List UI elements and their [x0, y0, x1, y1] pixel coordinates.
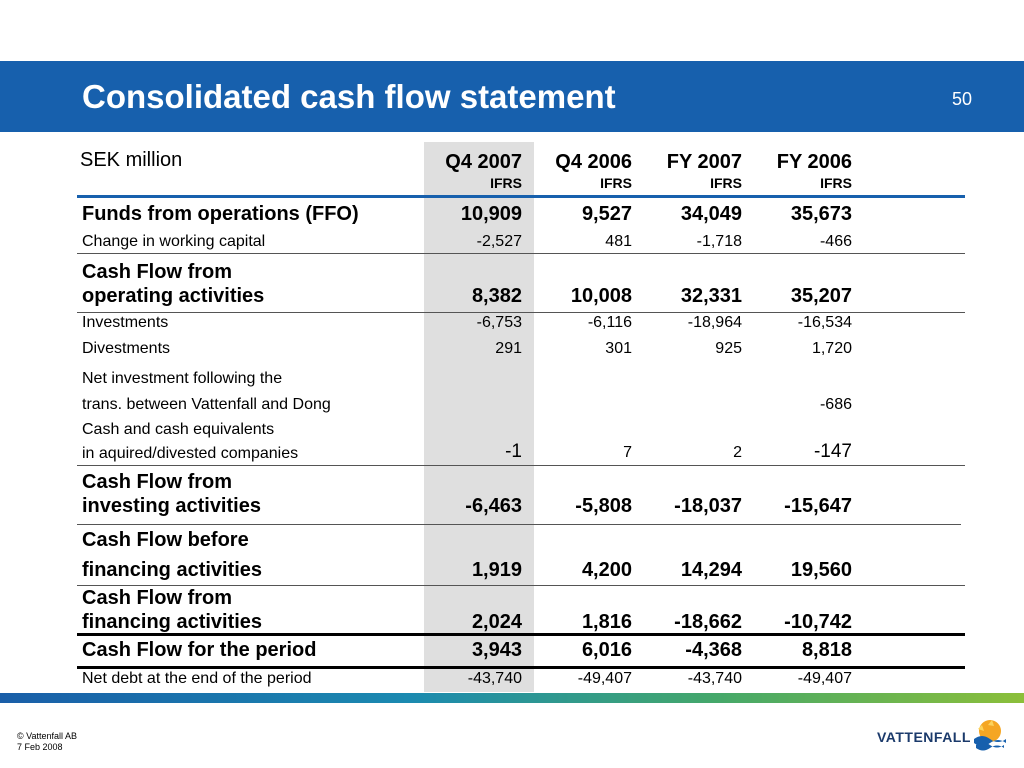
cell-value: 35,673 — [790, 203, 852, 225]
cell-value: 6,016 — [581, 639, 632, 661]
cell-value: 14,294 — [680, 559, 742, 581]
cell-value: -686 — [819, 396, 852, 413]
vattenfall-sun-wave-icon — [974, 720, 1006, 751]
row-divider — [77, 312, 965, 313]
cell-value: -18,662 — [674, 611, 742, 633]
cell-value: -18,964 — [687, 314, 742, 331]
cell-value: -43,740 — [467, 670, 522, 687]
cell-value: 1,720 — [811, 340, 852, 357]
cell-value: -6,463 — [465, 495, 522, 517]
cell-value: 34,049 — [680, 203, 742, 225]
total-rule-top — [77, 633, 965, 636]
cell-value: 1,919 — [471, 559, 522, 581]
cell-value: -15,647 — [784, 495, 852, 517]
cell-value: 10,008 — [570, 285, 632, 307]
cell-value: 2,024 — [471, 611, 522, 633]
row-label: Cash Flow before financing activities — [82, 529, 263, 581]
column-header-fy-2007: FY 2007 IFRS — [666, 151, 742, 191]
row-label: Change in working capital — [82, 233, 266, 250]
row-label: Divestments — [82, 340, 171, 357]
cell-value: 9,527 — [581, 203, 632, 225]
row-label: Cash Flow from financing activities — [82, 587, 263, 633]
cell-value: -2,527 — [476, 233, 522, 250]
footer-date: 7 Feb 2008 — [17, 742, 63, 752]
cell-value: -5,808 — [575, 495, 632, 517]
header-rule — [77, 195, 965, 198]
cell-value: -49,407 — [797, 670, 852, 687]
cell-value: -43,740 — [687, 670, 742, 687]
cell-value: -1 — [505, 441, 522, 462]
logo-wordmark: VATTENFALL — [877, 729, 971, 745]
column-header-q4-2007: Q4 2007 IFRS — [445, 151, 522, 191]
page-number: 50 — [951, 89, 972, 109]
cell-value: 2 — [733, 444, 742, 461]
row-divider — [77, 524, 961, 525]
cell-value: -147 — [813, 441, 852, 462]
cell-value: -6,753 — [476, 314, 522, 331]
total-rule-bottom — [77, 666, 965, 669]
cell-value: 7 — [623, 444, 632, 461]
cell-value: -6,116 — [587, 314, 632, 331]
row-label: Funds from operations (FFO) — [82, 203, 359, 225]
cell-value: -466 — [819, 233, 852, 250]
cell-value: 8,382 — [471, 285, 522, 307]
row-label: Net investment following the trans. betwe… — [82, 370, 331, 413]
row-label: Net debt at the end of the period — [82, 670, 312, 687]
row-divider — [77, 585, 965, 586]
row-label: Cash Flow from investing activities — [82, 471, 261, 517]
unit-label: SEK million — [80, 149, 183, 171]
cell-value: 32,331 — [680, 285, 742, 307]
copyright-text: © Vattenfall AB — [17, 731, 77, 741]
column-header-fy-2006: FY 2006 IFRS — [776, 151, 852, 191]
row-label: Cash Flow from operating activities — [82, 261, 265, 307]
row-divider — [77, 253, 965, 254]
bottom-color-bar — [0, 693, 1024, 703]
cell-value: -49,407 — [577, 670, 632, 687]
cell-value: 4,200 — [581, 559, 632, 581]
footer: © Vattenfall AB 7 Feb 2008 — [17, 731, 77, 753]
row-label: Investments — [82, 314, 169, 331]
title-bar — [0, 61, 1024, 132]
cell-value: -1,718 — [696, 233, 742, 250]
cell-value: 925 — [715, 340, 742, 357]
column-header-q4-2006: Q4 2006 IFRS — [555, 151, 632, 191]
cell-value: 291 — [495, 340, 522, 357]
cell-value: -18,037 — [674, 495, 742, 517]
row-divider — [77, 465, 965, 466]
cell-value: 10,909 — [460, 203, 522, 225]
slide-title: Consolidated cash flow statement — [82, 78, 616, 115]
cell-value: 301 — [605, 340, 632, 357]
cell-value: -10,742 — [784, 611, 852, 633]
cell-value: 3,943 — [471, 639, 522, 661]
cell-value: -16,534 — [797, 314, 852, 331]
cell-value: 1,816 — [581, 611, 632, 633]
cell-value: 19,560 — [790, 559, 852, 581]
highlight-column-shade — [424, 142, 534, 692]
cell-value: 8,818 — [801, 639, 852, 661]
cell-value: 35,207 — [790, 285, 852, 307]
cell-value: -4,368 — [685, 639, 742, 661]
row-label: Cash and cash equivalents in aquired/dive… — [82, 421, 299, 462]
cell-value: 481 — [605, 233, 632, 250]
row-label: Cash Flow for the period — [82, 639, 317, 661]
